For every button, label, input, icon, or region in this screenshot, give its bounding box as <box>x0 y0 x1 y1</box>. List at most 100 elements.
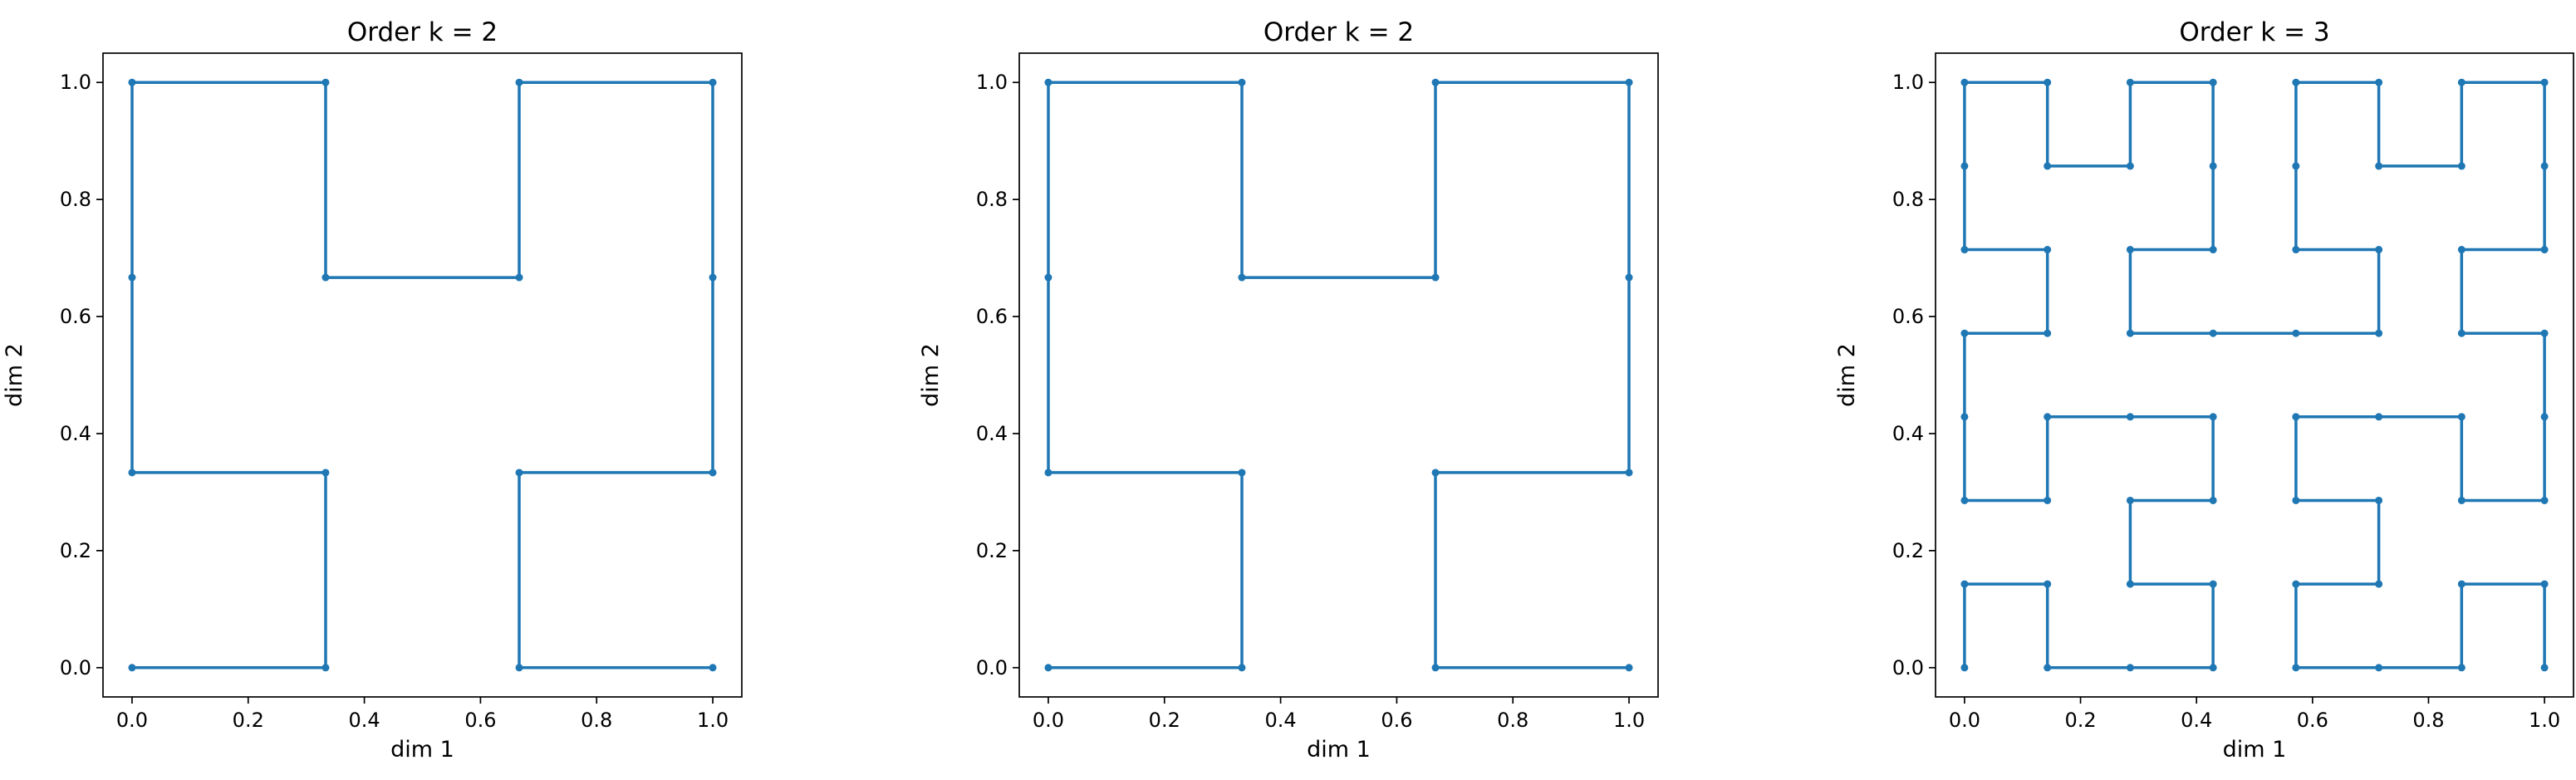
x-axis-label: dim 1 <box>390 737 454 763</box>
data-point <box>2292 246 2300 254</box>
y-tick-label: 0.2 <box>60 539 91 562</box>
x-tick-label: 1.0 <box>2529 709 2560 732</box>
subplot-title: Order k = 2 <box>347 17 498 47</box>
x-axis-label: dim 1 <box>2223 737 2287 763</box>
y-tick-label: 0.8 <box>1892 188 1924 211</box>
data-point <box>1044 78 1052 86</box>
data-point <box>1625 664 1633 672</box>
data-point <box>2375 496 2383 504</box>
data-point <box>2209 162 2217 170</box>
data-point <box>2209 664 2217 672</box>
data-point <box>2044 664 2052 672</box>
x-tick-label: 0.6 <box>1381 709 1412 732</box>
y-tick-label: 1.0 <box>60 71 91 94</box>
y-tick-label: 0.8 <box>976 188 1008 211</box>
data-point <box>1960 580 1969 588</box>
data-point <box>321 468 330 477</box>
data-point <box>2209 496 2217 504</box>
data-point <box>2126 246 2134 254</box>
data-point <box>2375 162 2383 170</box>
x-tick-label: 0.0 <box>1033 709 1064 732</box>
y-tick-label: 0.6 <box>976 305 1008 328</box>
x-tick-label: 0.0 <box>116 709 148 732</box>
curve-line <box>130 81 714 670</box>
subplot-title: Order k = 2 <box>1263 17 1414 47</box>
data-point <box>709 273 717 282</box>
data-point <box>515 273 523 282</box>
data-point <box>2540 413 2549 421</box>
x-tick-label: 1.0 <box>1613 709 1645 732</box>
y-axis-label: dim 2 <box>1834 343 1860 407</box>
data-point <box>2044 580 2052 588</box>
y-tick-label: 0.2 <box>976 539 1008 562</box>
x-tick-label: 0.2 <box>233 709 264 732</box>
data-point <box>515 78 523 86</box>
y-tick-label: 0.4 <box>976 422 1008 445</box>
data-point <box>2375 664 2383 672</box>
data-point <box>2044 78 2052 86</box>
data-point <box>321 664 330 672</box>
y-axis-label: dim 2 <box>918 343 944 407</box>
plot-frame <box>102 52 743 698</box>
data-point <box>1431 468 1440 477</box>
y-tick-label: 1.0 <box>1892 71 1924 94</box>
subplot-3: Order k = 3 dim 1 dim 2 0.0 0.2 0.4 0.6 0.8 1… <box>1834 17 2574 763</box>
data-point <box>2457 413 2466 421</box>
data-point <box>2457 162 2466 170</box>
y-tick-label: 0.0 <box>60 656 91 679</box>
data-point <box>128 468 136 477</box>
data-point <box>2457 329 2466 337</box>
x-tick-label: 0.8 <box>2412 709 2444 732</box>
data-point <box>1960 664 1969 672</box>
data-point <box>2540 664 2549 672</box>
plot-frame <box>1018 52 1659 698</box>
data-point <box>709 468 717 477</box>
data-point <box>1044 664 1052 672</box>
data-point <box>1960 162 1969 170</box>
data-point <box>1431 664 1440 672</box>
x-tick-label: 0.8 <box>1497 709 1528 732</box>
data-point <box>128 273 136 282</box>
x-tick-label: 0.0 <box>1949 709 1980 732</box>
x-tick-label: 0.6 <box>464 709 496 732</box>
y-tick-label: 0.6 <box>60 305 91 328</box>
data-point <box>1625 273 1633 282</box>
data-point <box>2540 78 2549 86</box>
data-point <box>2540 496 2549 504</box>
data-point <box>515 468 523 477</box>
y-tick-label: 0.0 <box>976 656 1008 679</box>
data-point <box>2540 162 2549 170</box>
data-point <box>2292 78 2300 86</box>
data-point <box>1960 329 1969 337</box>
data-point <box>128 78 136 86</box>
data-point <box>2209 329 2217 337</box>
data-point <box>321 273 330 282</box>
data-point <box>1238 468 1246 477</box>
data-point <box>2126 162 2134 170</box>
data-point <box>1960 246 1969 254</box>
data-point <box>2126 78 2134 86</box>
data-point <box>2044 329 2052 337</box>
data-point <box>2044 246 2052 254</box>
data-point <box>2540 329 2549 337</box>
data-point <box>1960 496 1969 504</box>
data-point <box>1238 273 1246 282</box>
y-tick-label: 0.2 <box>1892 539 1924 562</box>
data-point <box>2292 664 2300 672</box>
data-point <box>2292 162 2300 170</box>
data-point <box>2292 413 2300 421</box>
data-point <box>2126 329 2134 337</box>
data-point <box>1960 78 1969 86</box>
x-tick-label: 1.0 <box>697 709 729 732</box>
data-point <box>2540 246 2549 254</box>
x-tick-label: 0.2 <box>1149 709 1180 732</box>
data-point <box>515 664 523 672</box>
data-point <box>2126 496 2134 504</box>
data-point <box>1044 468 1052 477</box>
data-point <box>2292 580 2300 588</box>
data-point <box>2457 78 2466 86</box>
data-point <box>2457 580 2466 588</box>
data-point <box>2540 580 2549 588</box>
data-point <box>2209 78 2217 86</box>
data-point <box>2126 664 2134 672</box>
